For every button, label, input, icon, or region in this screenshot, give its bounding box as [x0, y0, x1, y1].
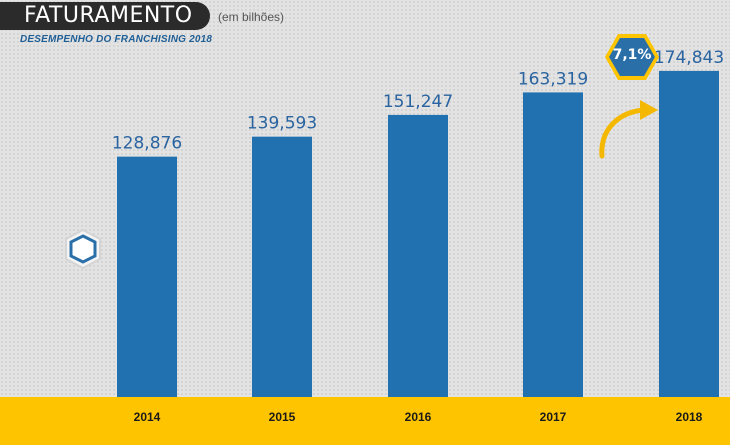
x-tick-label: 2015: [269, 410, 296, 424]
bar: [117, 156, 177, 397]
unit-note: (em bilhões): [218, 10, 285, 24]
x-tick-label: 2016: [405, 410, 432, 424]
bar: [252, 136, 312, 397]
curved-arrow-icon: [599, 100, 658, 159]
growth-badge-label: 7,1%: [612, 47, 652, 63]
data-label: 128,876: [112, 134, 182, 154]
data-label: 163,319: [518, 69, 588, 89]
x-tick-label: 2017: [540, 410, 567, 424]
data-label: 151,247: [383, 92, 453, 112]
data-label: 174,843: [654, 48, 724, 68]
data-label: 139,593: [247, 114, 317, 134]
bar: [388, 114, 448, 397]
bar: [659, 70, 719, 397]
chart-subtitle: DESEMPENHO DO FRANCHISING 2018: [20, 34, 213, 45]
chart-title: FATURAMENTO: [0, 2, 210, 30]
hexagon-icon: [65, 228, 101, 270]
x-tick-label: 2018: [676, 410, 703, 424]
x-tick-label: 2014: [134, 410, 161, 424]
x-axis-band: [0, 397, 730, 445]
growth-badge-hexagon: [605, 34, 659, 80]
bar: [523, 92, 583, 397]
